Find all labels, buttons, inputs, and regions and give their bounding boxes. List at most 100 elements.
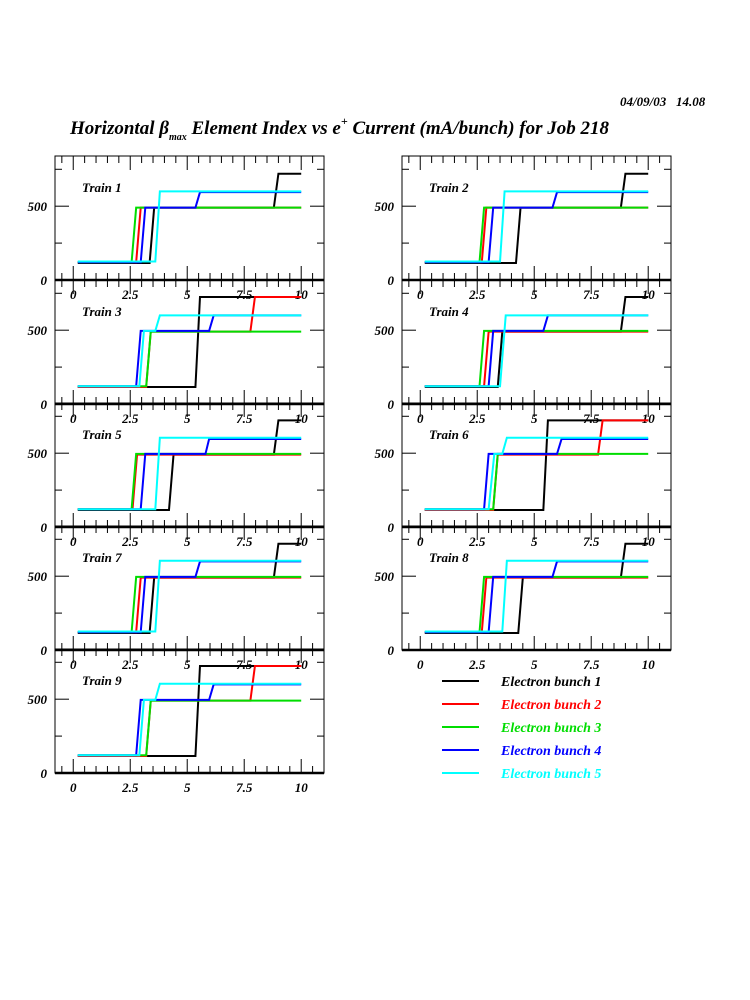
x-tick-label: 10 (295, 780, 309, 795)
y-tick-label: 500 (375, 323, 395, 338)
series-line-bunch-3 (424, 206, 649, 264)
x-tick-label: 7.5 (236, 411, 253, 426)
x-tick-label: 2.5 (468, 411, 486, 426)
x-tick-label: 5 (531, 657, 538, 672)
panel-label: Train 1 (82, 180, 122, 195)
x-tick-label: 5 (184, 534, 191, 549)
x-tick-label: 10 (642, 411, 656, 426)
panel-3: 0 2.5 5 7.5 10 0 500 Train 3 (28, 279, 325, 426)
panel-9: 0 2.5 5 7.5 10 0 500 Train 9 (28, 648, 325, 795)
panel-label: Train 5 (82, 427, 122, 442)
title-beta: β (159, 118, 169, 139)
panel-label: Train 8 (429, 550, 469, 565)
panel-7: 0 2.5 5 7.5 10 0 500 Train 7 (28, 525, 325, 672)
y-tick-label: 0 (41, 397, 48, 412)
series-line-bunch-4 (77, 560, 302, 634)
legend-label: Electron bunch 1 (500, 675, 601, 690)
title-suffix: Current (mA/bunch) for Job 218 (347, 118, 609, 139)
x-tick-label: 2.5 (121, 287, 139, 302)
legend-label: Electron bunch 4 (500, 744, 601, 759)
y-tick-label: 500 (375, 199, 395, 214)
x-tick-label: 10 (295, 534, 309, 549)
x-tick-label: 7.5 (236, 287, 253, 302)
title-prefix: Horizontal (70, 118, 160, 139)
title-sub: max (168, 132, 187, 143)
series-line-bunch-2 (424, 206, 649, 264)
x-tick-label: 5 (531, 534, 538, 549)
series-line-bunch-5 (77, 559, 302, 633)
x-tick-label: 7.5 (583, 287, 600, 302)
x-tick-label: 2.5 (121, 657, 139, 672)
series-line-bunch-2 (77, 576, 302, 634)
x-tick-label: 5 (531, 287, 538, 302)
x-tick-label: 10 (642, 657, 656, 672)
series-line-bunch-2 (77, 206, 302, 264)
x-tick-label: 0 (417, 411, 424, 426)
x-tick-label: 5 (531, 411, 538, 426)
x-tick-label: 2.5 (468, 657, 486, 672)
series-line-bunch-4 (77, 683, 302, 757)
panel-8: 0 2.5 5 7.5 10 0 500 Train 8 (375, 525, 672, 672)
date: 04/09/03 (620, 94, 667, 109)
y-tick-label: 500 (375, 446, 395, 461)
x-tick-label: 0 (70, 657, 77, 672)
title-mid: Element Index vs e (186, 118, 341, 139)
series-line-bunch-4 (77, 191, 302, 264)
y-tick-label: 500 (375, 569, 395, 584)
x-tick-label: 0 (70, 534, 77, 549)
series-line-bunch-3 (424, 329, 649, 388)
legend-label: Electron bunch 5 (500, 767, 601, 782)
title-sup: + (340, 114, 348, 128)
x-tick-label: 7.5 (236, 780, 253, 795)
y-tick-label: 500 (28, 569, 48, 584)
x-tick-label: 7.5 (583, 534, 600, 549)
x-tick-label: 0 (70, 287, 77, 302)
panel-5: 0 2.5 5 7.5 10 0 500 Train 5 (28, 402, 325, 549)
x-tick-label: 2.5 (468, 287, 486, 302)
x-tick-label: 2.5 (121, 411, 139, 426)
x-tick-label: 0 (417, 657, 424, 672)
x-tick-label: 7.5 (583, 657, 600, 672)
timestamp: 04/09/03 14.08 (620, 94, 705, 110)
series-line-bunch-4 (424, 191, 649, 264)
x-tick-label: 5 (184, 657, 191, 672)
x-tick-label: 5 (184, 287, 191, 302)
y-tick-label: 0 (388, 643, 395, 658)
panel-label: Train 4 (429, 304, 469, 319)
x-tick-label: 5 (184, 411, 191, 426)
panel-label: Train 3 (82, 304, 122, 319)
series-line-bunch-3 (424, 452, 649, 511)
series-line-bunch-2 (424, 576, 649, 634)
series-line-bunch-3 (77, 575, 302, 634)
x-tick-label: 2.5 (121, 780, 139, 795)
x-tick-label: 5 (184, 780, 191, 795)
x-tick-label: 10 (642, 287, 656, 302)
series-line-bunch-3 (77, 330, 302, 388)
series-line-bunch-5 (424, 559, 649, 633)
series-line-bunch-3 (77, 452, 302, 511)
y-tick-label: 0 (388, 397, 395, 412)
series-line-bunch-2 (424, 330, 649, 388)
y-tick-label: 0 (41, 520, 48, 535)
x-tick-label: 7.5 (583, 411, 600, 426)
y-tick-label: 500 (28, 692, 48, 707)
series-line-bunch-4 (424, 438, 649, 511)
panel-4: 0 2.5 5 7.5 10 0 500 Train 4 (375, 279, 672, 426)
series-line-bunch-3 (77, 699, 302, 757)
y-tick-label: 0 (388, 273, 395, 288)
x-tick-label: 7.5 (236, 657, 253, 672)
x-tick-label: 10 (295, 411, 309, 426)
x-tick-label: 10 (295, 287, 309, 302)
series-line-bunch-5 (424, 436, 649, 511)
series-line-bunch-3 (424, 575, 649, 634)
series-line-bunch-5 (77, 436, 302, 511)
y-tick-label: 500 (28, 199, 48, 214)
series-line-bunch-5 (77, 682, 302, 757)
series-line-bunch-4 (424, 560, 649, 634)
chart-title: Horizontal βmax Element Index vs e+ Curr… (70, 114, 609, 143)
x-tick-label: 10 (295, 657, 309, 672)
x-tick-label: 10 (642, 534, 656, 549)
legend-label: Electron bunch 2 (500, 698, 601, 713)
x-tick-label: 7.5 (236, 534, 253, 549)
